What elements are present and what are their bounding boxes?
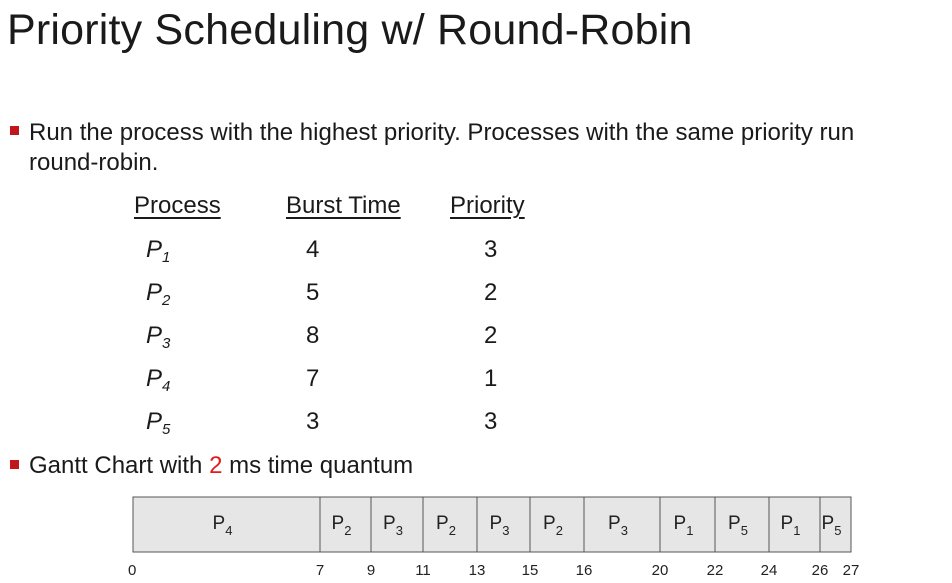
- process-cell: P4: [146, 365, 171, 395]
- bullet-2-text: Gantt Chart with 2 ms time quantum: [29, 452, 414, 479]
- burst-cell: 7: [306, 365, 320, 392]
- gantt-segment-label: P3: [383, 513, 403, 538]
- gantt-segment: [659, 496, 716, 553]
- bullet-1-line-2: round-robin.: [29, 149, 159, 176]
- gantt-segment-label: P1: [674, 513, 694, 538]
- gantt-segment: [714, 496, 770, 553]
- process-cell: P2: [146, 279, 171, 309]
- priority-cell: 2: [484, 279, 498, 306]
- gantt-tick-label: 16: [576, 562, 593, 579]
- header-priority: Priority: [450, 192, 525, 219]
- gantt-tick-label: 15: [522, 562, 539, 579]
- gantt-segment: [529, 496, 585, 553]
- gantt-segment: [370, 496, 424, 553]
- burst-cell: 3: [306, 408, 320, 435]
- priority-cell: 1: [484, 365, 498, 392]
- bullet-1-line-1: Run the process with the highest priorit…: [29, 119, 855, 146]
- gantt-tick-label: 26: [812, 562, 829, 579]
- burst-cell: 5: [306, 279, 320, 306]
- process-cell: P3: [146, 322, 171, 352]
- process-cell: P1: [146, 236, 171, 266]
- gantt-segment: [422, 496, 478, 553]
- process-cell: P5: [146, 408, 171, 438]
- gantt-segment-label: P1: [781, 513, 801, 538]
- gantt-segment-label: P5: [728, 513, 748, 538]
- gantt-tick-label: 13: [469, 562, 486, 579]
- gantt-segment: [583, 496, 661, 553]
- gantt-tick-label: 11: [415, 562, 431, 579]
- header-process: Process: [134, 192, 221, 219]
- header-burst-time: Burst Time: [286, 192, 401, 219]
- priority-cell: 3: [484, 236, 498, 263]
- gantt-segment-label: P2: [332, 513, 352, 538]
- gantt-segment-label: P5: [822, 513, 842, 538]
- gantt-segment: [319, 496, 372, 553]
- gantt-segment: [819, 496, 852, 553]
- gantt-segment-label: P3: [608, 513, 628, 538]
- gantt-tick-label: 24: [761, 562, 778, 579]
- gantt-tick-label: 9: [367, 562, 375, 579]
- gantt-tick-label: 22: [707, 562, 724, 579]
- gantt-segment-label: P4: [213, 513, 233, 538]
- time-quantum-value: 2: [209, 452, 223, 479]
- gantt-tick-label: 27: [843, 562, 860, 579]
- gantt-segment-label: P3: [490, 513, 510, 538]
- gantt-segment: [132, 496, 321, 553]
- gantt-tick-label: 7: [316, 562, 324, 579]
- gantt-tick-label: 20: [652, 562, 669, 579]
- gantt-tick-label: 0: [128, 562, 136, 579]
- bullet-marker-1: [10, 126, 19, 135]
- gantt-segment: [476, 496, 531, 553]
- bullet-marker-2: [10, 460, 19, 469]
- gantt-segment-label: P2: [543, 513, 563, 538]
- burst-cell: 4: [306, 236, 320, 263]
- priority-cell: 3: [484, 408, 498, 435]
- slide-title: Priority Scheduling w/ Round-Robin: [7, 6, 693, 54]
- priority-cell: 2: [484, 322, 498, 349]
- burst-cell: 8: [306, 322, 320, 349]
- gantt-segment-label: P2: [436, 513, 456, 538]
